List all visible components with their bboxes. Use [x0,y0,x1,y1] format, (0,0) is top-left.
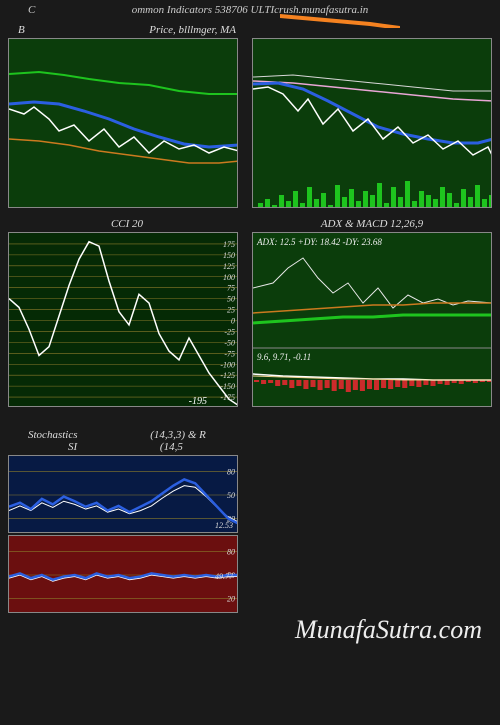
bb-panel-wrap: B Price, blllmger, MA [8,20,246,208]
adx-panel-wrap: ADX & MACD 12,26,9 ADX: 12.5 +DY: 18.42 … [252,214,492,407]
svg-text:175: 175 [223,240,235,249]
bb-chart [8,38,238,208]
bb-price-titles: B Price, blllmger, MA [8,20,246,38]
row-1: B Price, blllmger, MA [0,20,500,208]
bb-title: B [18,24,25,36]
svg-text:12.53: 12.53 [215,521,233,530]
svg-text:-100: -100 [220,360,235,369]
header-center: ommon Indicators 538706 ULTIcrush.munafa… [132,4,369,16]
svg-text:50: 50 [227,491,235,500]
svg-text:-25: -25 [224,327,235,336]
svg-text:25: 25 [227,306,235,315]
cci-panel-wrap: CCI 20 175 150 125 100 75 50 25 0-25 -50 -75 -100 -… [8,214,246,407]
svg-text:9.6, 9.71, -0.11: 9.6, 9.71, -0.11 [257,352,311,362]
cci-title: CCI 20 [8,214,246,232]
svg-text:-125: -125 [220,371,235,380]
watermark-area [253,425,492,613]
svg-text:100: 100 [223,273,235,282]
svg-text:0: 0 [231,317,235,326]
svg-text:ADX: 12.5 +DY: 18.42 -DY: 23.6: ADX: 12.5 +DY: 18.42 -DY: 23.68 [256,237,382,247]
svg-text:125: 125 [223,262,235,271]
svg-text:20: 20 [227,594,235,603]
price-title-spacer [252,20,492,38]
svg-text:150: 150 [223,251,235,260]
svg-text:50: 50 [227,295,235,304]
cci-chart: 1751501251007550250-25-50-75-100-125-150… [8,232,238,407]
stoch-title-left: Stochastics [28,429,78,441]
adx-macd-chart: ADX: 12.5 +DY: 18.42 -DY: 23.68 9.6, 9.71… [252,232,492,407]
stoch-titles: Stochastics (14,3,3) & R SI (14,5 [8,425,247,455]
stoch-title-p: (14,5 [160,441,183,453]
header-left: C [28,4,35,16]
price-panel-wrap [252,20,492,208]
svg-text:-50: -50 [224,338,235,347]
stoch-panel-wrap: Stochastics (14,3,3) & R SI (14,5 80 50 20… [8,425,247,613]
row-2: CCI 20 175 150 125 100 75 50 25 0-25 -50 -75 -100 -… [0,214,500,407]
adx-title: ADX & MACD 12,26,9 [252,214,492,232]
svg-text:-75: -75 [224,349,235,358]
svg-text:80: 80 [227,548,235,557]
svg-text:49.77: 49.77 [215,572,234,581]
price-chart [252,38,492,208]
svg-text:75: 75 [227,284,235,293]
stoch-lower-chart: 80502049.77 [8,535,238,613]
stoch-title-si: SI [68,441,77,453]
stoch-title-right: (14,3,3) & R [150,429,206,441]
svg-text:-195: -195 [189,396,207,407]
page-header: C ommon Indicators 538706 ULTIcrush.muna… [0,0,500,20]
price-title: Price, blllmger, MA [149,24,236,36]
row-3: Stochastics (14,3,3) & R SI (14,5 80 50 20… [0,425,500,613]
watermark-text: MunafaSutra.com [295,615,482,645]
svg-text:80: 80 [227,468,235,477]
stoch-upper-chart: 80502012.53 [8,455,238,533]
